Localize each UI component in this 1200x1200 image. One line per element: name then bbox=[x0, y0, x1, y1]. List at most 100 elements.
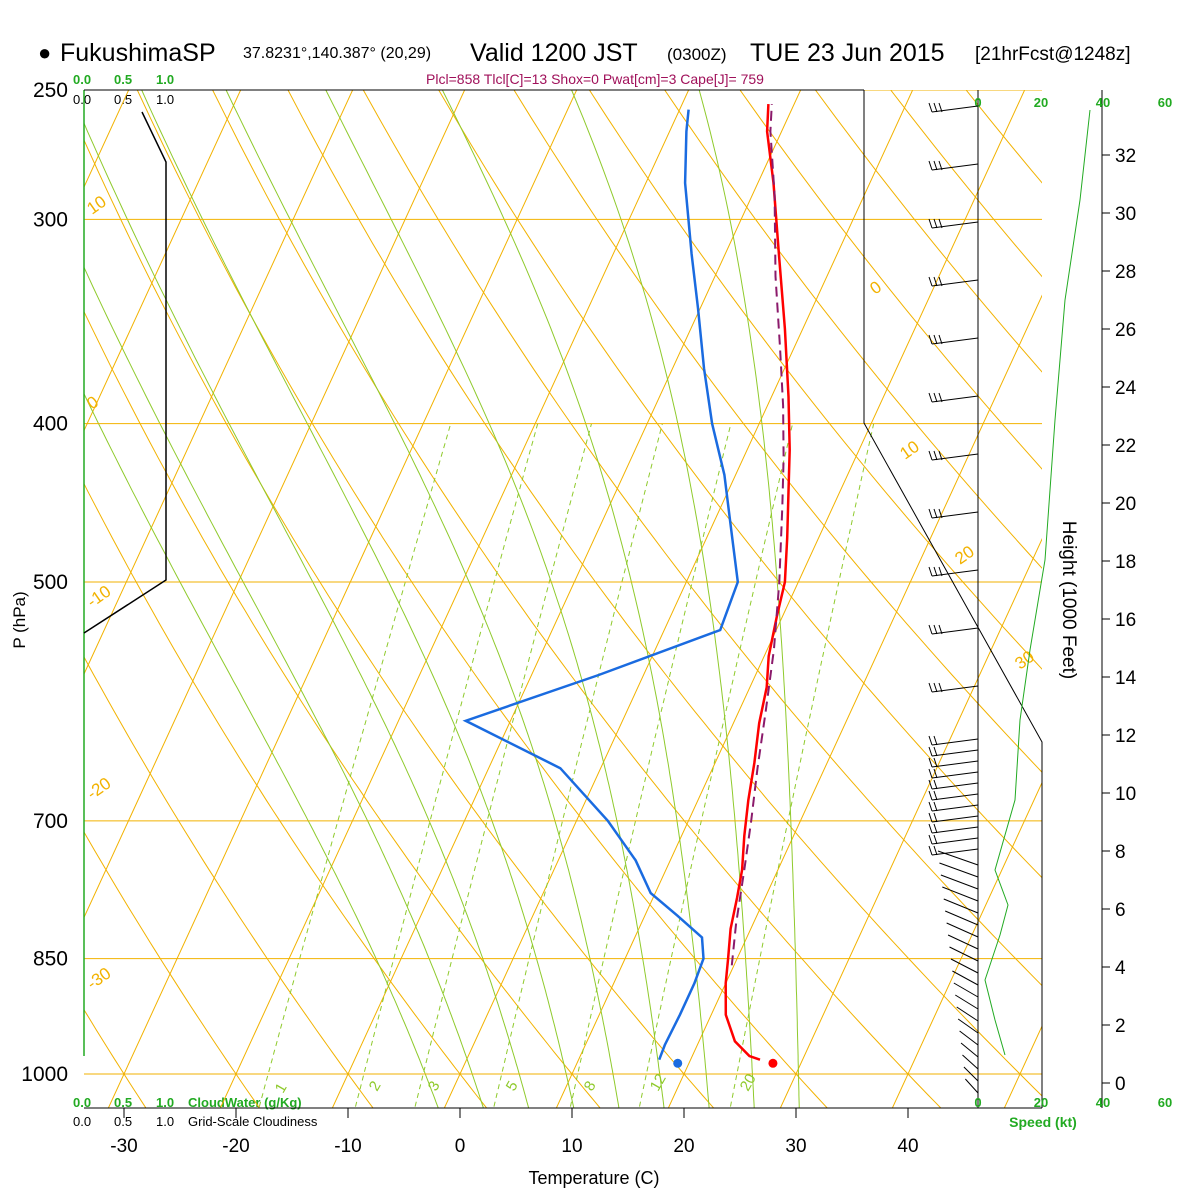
height-tick-label: 28 bbox=[1115, 262, 1136, 283]
dry-adiabat-label: 30 bbox=[1011, 647, 1037, 673]
dry-adiabat-line bbox=[84, 656, 374, 1108]
dry-adiabat-label: -10 bbox=[83, 582, 114, 612]
height-tick-label: 4 bbox=[1115, 958, 1126, 979]
wind-barb-flag bbox=[938, 334, 943, 345]
wind-barb bbox=[931, 337, 979, 345]
mixing-ratio-line bbox=[638, 423, 794, 1108]
wind-barb bbox=[931, 511, 979, 519]
dry-adiabat-line bbox=[664, 90, 1042, 569]
speed-axis-title: Speed (kt) bbox=[1009, 1114, 1077, 1130]
cloud-scale-top2: 0.0 0.5 1.0 bbox=[73, 92, 174, 107]
height-tick-label: 14 bbox=[1115, 668, 1137, 689]
temperature-tick-label: -20 bbox=[222, 1136, 249, 1157]
speed-tick-label: 20 bbox=[1034, 1095, 1048, 1110]
wind-barb-flag bbox=[933, 812, 938, 823]
wind-barb bbox=[931, 627, 979, 635]
wind-barb-low bbox=[947, 934, 979, 950]
speed-tick-label: 60 bbox=[1158, 1095, 1172, 1110]
wind-barb bbox=[931, 569, 979, 577]
moist-adiabat-line bbox=[141, 90, 575, 1108]
height-tick-label: 30 bbox=[1115, 204, 1136, 225]
cloud-scale-tick: 0.5 bbox=[114, 1095, 132, 1110]
dry-adiabat-label: -20 bbox=[83, 774, 114, 804]
dry-adiabat-label: 20 bbox=[951, 542, 977, 568]
height-tick-label: 18 bbox=[1115, 552, 1136, 573]
isotherm-line bbox=[84, 90, 466, 919]
series-dewpoint-line bbox=[462, 109, 740, 1061]
wind-barb-low bbox=[963, 1066, 979, 1082]
isotherm-line bbox=[779, 538, 1042, 1108]
wind-barb-flag bbox=[928, 276, 933, 287]
wind-barb-low bbox=[960, 1042, 979, 1058]
wind-barb-flag bbox=[933, 779, 938, 790]
wind-barb bbox=[931, 848, 979, 856]
wind-barb bbox=[931, 105, 979, 113]
wind-barb-flag bbox=[938, 218, 943, 229]
moist-adiabat-line bbox=[698, 90, 800, 1108]
wind-barb-flag bbox=[933, 682, 938, 693]
temperature-tick-label: 10 bbox=[561, 1136, 582, 1157]
dry-adiabat-line bbox=[438, 90, 1042, 879]
wind-barb bbox=[931, 453, 979, 461]
dry-adiabat-line bbox=[84, 831, 261, 1108]
wind-barb-low bbox=[942, 886, 979, 902]
utc-time: (0300Z) bbox=[667, 45, 727, 64]
wind-barb bbox=[931, 771, 979, 779]
height-tick-label: 12 bbox=[1115, 726, 1136, 747]
wind-barb-flag bbox=[928, 768, 933, 779]
cloud-water-label: CloudWater (g/Kg) bbox=[188, 1095, 302, 1110]
wind-barb-flag bbox=[933, 334, 938, 345]
wind-barb-low bbox=[952, 970, 979, 986]
series-parcel-line bbox=[730, 104, 785, 966]
speed-tick-label: 0 bbox=[974, 95, 981, 110]
wind-barb-flag bbox=[933, 768, 938, 779]
background-grid bbox=[0, 61, 1042, 1115]
speed-tick-label: 40 bbox=[1096, 1095, 1110, 1110]
isotherm-line bbox=[219, 90, 690, 1108]
pressure-tick-label: 850 bbox=[33, 948, 68, 971]
wind-panel-boundary bbox=[863, 90, 1043, 1108]
wind-barb-low bbox=[950, 958, 979, 974]
wind-barb bbox=[931, 826, 979, 834]
dry-adiabat-line bbox=[362, 90, 1042, 987]
temperature-tick-label: 20 bbox=[673, 1136, 694, 1157]
chart-frame bbox=[83, 89, 1043, 1109]
cloudiness-profile bbox=[83, 111, 167, 634]
pressure-tick-label: 700 bbox=[33, 810, 68, 833]
wind-barb-flag bbox=[928, 450, 933, 461]
wind-barb-flag bbox=[928, 801, 933, 812]
dry-adiabat-line bbox=[212, 90, 942, 1108]
isotherm-line bbox=[555, 90, 1026, 1108]
pressure-tick-label: 250 bbox=[33, 79, 68, 102]
isotherm-line bbox=[107, 90, 578, 1108]
speed-tick-label: 60 bbox=[1158, 95, 1172, 110]
wind-barb-flag bbox=[928, 102, 933, 113]
moist-adiabat-line bbox=[84, 392, 439, 1108]
height-tick-label: 22 bbox=[1115, 436, 1136, 457]
pressure-tick-label: 400 bbox=[33, 413, 68, 436]
dry-adiabat-line bbox=[84, 310, 601, 1108]
mixing-ratio-label: 20 bbox=[737, 1071, 760, 1094]
wind-barb-flag bbox=[928, 746, 933, 757]
wind-barb-flag bbox=[933, 276, 938, 287]
wind-barb-flag bbox=[938, 102, 943, 113]
dry-adiabat-line bbox=[287, 90, 1042, 1097]
cloud-scale-bottom2: 0.0 0.5 1.0 Grid-Scale Cloudiness bbox=[73, 1114, 318, 1129]
wind-barb-low bbox=[962, 1054, 979, 1070]
mixing-ratio-line bbox=[414, 423, 592, 1108]
wind-barb bbox=[931, 760, 979, 768]
wind-barb-flag bbox=[928, 508, 933, 519]
wind-barb bbox=[931, 685, 979, 693]
wind-barb-low bbox=[956, 1006, 979, 1022]
wind-barb-flag bbox=[938, 392, 943, 403]
pressure-tick-label: 300 bbox=[33, 208, 68, 231]
cloud-scale-tick: 0.5 bbox=[114, 1114, 132, 1129]
mixing-ratio-line bbox=[354, 423, 539, 1108]
speed-tick-label: 0 bbox=[974, 1095, 981, 1110]
wind-barb-low bbox=[953, 982, 979, 998]
wind-barb-flag bbox=[928, 392, 933, 403]
wind-barb-flag bbox=[938, 276, 943, 287]
height-tick-label: 0 bbox=[1115, 1074, 1126, 1095]
isotherm-line bbox=[0, 61, 30, 1115]
cloud-scale-tick: 0.5 bbox=[114, 72, 132, 87]
